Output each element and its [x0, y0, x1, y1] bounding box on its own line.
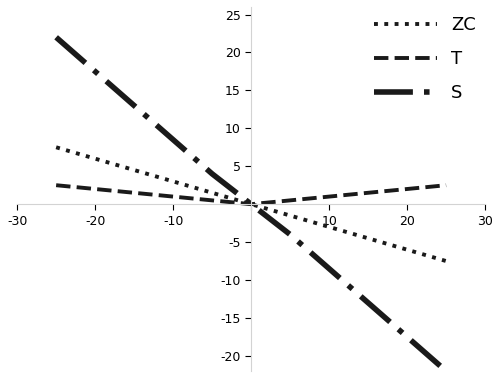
T: [209, 198, 215, 203]
T: [131, 191, 137, 195]
ZC: [287, 213, 293, 218]
S: [404, 335, 410, 339]
S: [248, 202, 254, 206]
T: [326, 194, 332, 199]
ZC: [443, 259, 449, 263]
S: [443, 369, 449, 373]
ZC: [53, 145, 59, 150]
T: [404, 187, 410, 191]
ZC: [248, 202, 254, 206]
Line: ZC: ZC: [56, 147, 446, 261]
T: [365, 191, 371, 195]
S: [209, 172, 215, 176]
ZC: [92, 156, 98, 161]
S: [92, 69, 98, 74]
S: [365, 301, 371, 305]
S: [131, 103, 137, 108]
T: [248, 202, 254, 206]
S: [53, 35, 59, 40]
S: [326, 266, 332, 271]
ZC: [326, 225, 332, 229]
S: [170, 138, 176, 142]
T: [287, 198, 293, 203]
T: [53, 183, 59, 187]
T: [92, 187, 98, 191]
Legend: ZC, T, S: ZC, T, S: [366, 9, 484, 110]
ZC: [170, 179, 176, 184]
ZC: [404, 248, 410, 252]
ZC: [365, 236, 371, 240]
ZC: [131, 168, 137, 172]
S: [287, 232, 293, 237]
Line: T: T: [56, 185, 446, 204]
T: [170, 194, 176, 199]
Line: S: S: [56, 37, 446, 371]
T: [443, 183, 449, 187]
ZC: [209, 191, 215, 195]
